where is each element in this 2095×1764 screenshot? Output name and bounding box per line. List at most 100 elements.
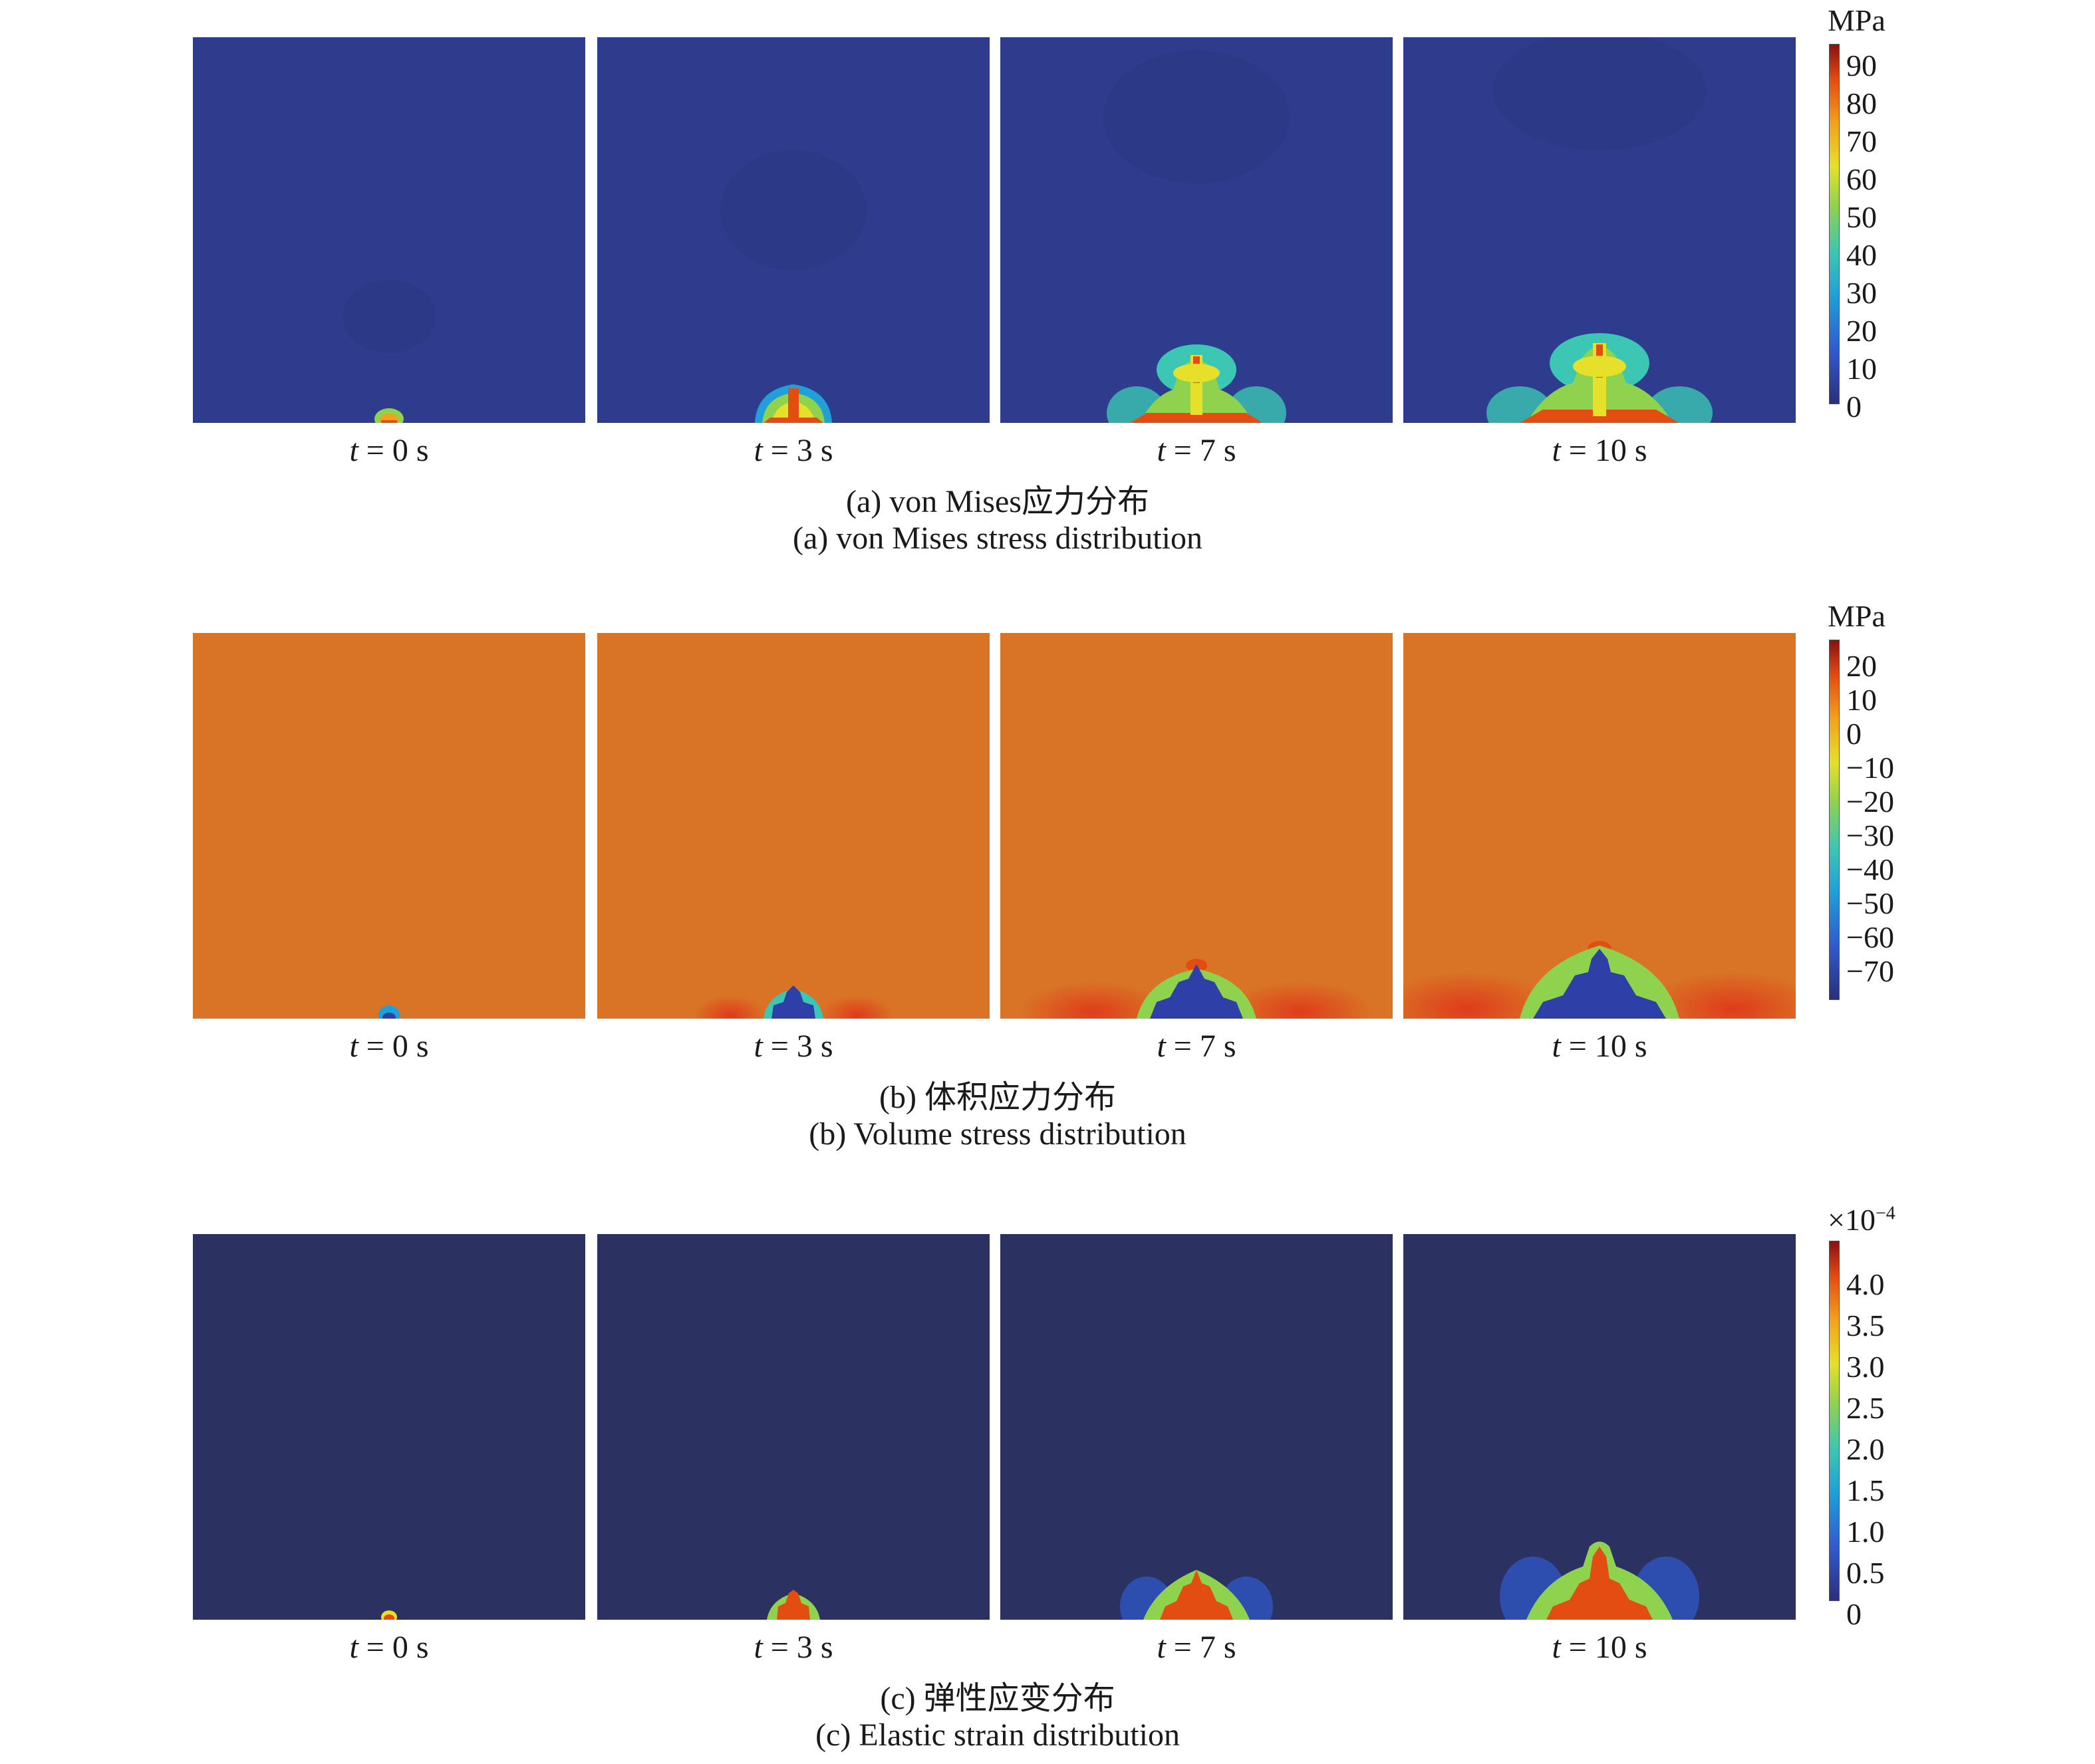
volume-stress-field-b-t10	[1403, 633, 1796, 1019]
colorbar-a-tick: 50	[1846, 200, 1877, 234]
time-symbol: t	[1157, 1029, 1166, 1064]
colorbar-b-tick: 10	[1846, 683, 1877, 717]
colorbar-a-unit: MPa	[1828, 3, 1886, 37]
colorbar-b-tick: 0	[1846, 717, 1862, 751]
time-label-c-t7: t = 7 s	[1157, 1630, 1236, 1665]
time-value: 0 s	[392, 1029, 429, 1064]
colorbar-b-tick: −70	[1846, 954, 1894, 988]
colorbar-c-tick: 3.0	[1846, 1350, 1885, 1384]
colorbar-b-tick: −30	[1846, 819, 1894, 852]
time-value: 0 s	[392, 1630, 429, 1665]
time-value: 3 s	[796, 1029, 833, 1064]
volume-stress-field-b-t0	[193, 633, 585, 1019]
panel-a-t0	[193, 37, 585, 423]
time-symbol: t	[349, 433, 358, 468]
panel-b-t7	[1000, 633, 1393, 1019]
time-value: 7 s	[1199, 1029, 1236, 1064]
caption-a-en: (a) von Mises stress distribution	[793, 521, 1202, 556]
colorbar-a-tick: 20	[1846, 314, 1877, 348]
panel-c-t7	[1000, 1234, 1393, 1620]
colorbar-c-tick: 3.5	[1846, 1309, 1885, 1342]
time-label-c-t3: t = 3 s	[754, 1630, 833, 1665]
colorbar-c-unit-exponent: −4	[1875, 1203, 1895, 1224]
colorbar-c-tick: 0.5	[1846, 1556, 1885, 1590]
time-label-b-t0: t = 0 s	[349, 1029, 429, 1064]
time-label-b-t7: t = 7 s	[1157, 1029, 1236, 1064]
colorbar-a-tick: 10	[1846, 352, 1877, 386]
time-value: 0 s	[392, 433, 429, 468]
time-value: 7 s	[1199, 1630, 1236, 1665]
panel-b-t0	[193, 633, 585, 1019]
stress-field-a-t10	[1403, 37, 1796, 423]
colorbar-c-tick: 2.0	[1846, 1432, 1885, 1466]
colorbar-b-tick: −40	[1846, 852, 1894, 886]
strain-field-c-t0	[193, 1234, 585, 1620]
time-symbol: t	[1157, 1630, 1166, 1665]
time-symbol: t	[349, 1029, 358, 1064]
colorbar-c-tick: 1.5	[1846, 1473, 1885, 1507]
time-label-a-t0: t = 0 s	[349, 433, 429, 468]
caption-b-cn: (b) 体积应力分布	[879, 1080, 1116, 1115]
colorbar-b-tick: −10	[1846, 751, 1894, 785]
caption-c-cn: (c) 弹性应变分布	[880, 1681, 1115, 1716]
strain-field-c-t7	[1000, 1234, 1393, 1620]
time-label-a-t7: t = 7 s	[1157, 433, 1236, 468]
panel-a-t7	[1000, 37, 1393, 423]
time-value: 10 s	[1594, 1029, 1647, 1064]
colorbar-a-tick: 0	[1846, 390, 1862, 424]
time-symbol: t	[349, 1630, 358, 1665]
panel-a-t10	[1403, 37, 1796, 423]
time-symbol: t	[1157, 433, 1166, 468]
time-symbol: t	[754, 1029, 763, 1064]
colorbar-b	[1829, 640, 1840, 1000]
panel-c-t0	[193, 1234, 585, 1620]
colorbar-a-tick: 60	[1846, 162, 1877, 196]
colorbar-c-tick: 4.0	[1846, 1267, 1885, 1301]
colorbar-c-unit: ×10−4	[1828, 1202, 1895, 1237]
colorbar-c-tick: 2.5	[1846, 1391, 1885, 1425]
strain-field-c-t10	[1403, 1234, 1796, 1620]
colorbar-c-tick: 1.0	[1846, 1515, 1885, 1549]
time-symbol: t	[1552, 1630, 1561, 1665]
time-label-c-t10: t = 10 s	[1552, 1630, 1647, 1665]
volume-stress-field-b-t7	[1000, 633, 1393, 1019]
time-label-c-t0: t = 0 s	[349, 1630, 429, 1665]
colorbar-a-tick: 40	[1846, 238, 1877, 272]
time-label-a-t3: t = 3 s	[754, 433, 833, 468]
time-value: 7 s	[1199, 433, 1236, 468]
caption-a-cn: (a) von Mises应力分布	[846, 484, 1149, 519]
colorbar-a-tick: 90	[1846, 49, 1877, 82]
strain-field-c-t3	[597, 1234, 990, 1620]
colorbar-a	[1829, 44, 1840, 404]
time-value: 3 s	[796, 433, 833, 468]
caption-c-en: (c) Elastic strain distribution	[815, 1717, 1180, 1753]
colorbar-a-tick: 70	[1846, 124, 1877, 158]
panel-c-t10	[1403, 1234, 1796, 1620]
colorbar-c-tick: 0	[1846, 1597, 1862, 1631]
colorbar-b-unit: MPa	[1828, 599, 1886, 633]
time-value: 10 s	[1594, 433, 1647, 468]
colorbar-a-tick: 30	[1846, 276, 1877, 310]
time-label-b-t3: t = 3 s	[754, 1029, 833, 1064]
time-symbol: t	[754, 433, 763, 468]
colorbar-b-tick: −60	[1846, 920, 1894, 954]
colorbar-b-tick: −20	[1846, 785, 1894, 819]
time-label-b-t10: t = 10 s	[1552, 1029, 1647, 1064]
volume-stress-field-b-t3	[597, 633, 990, 1019]
colorbar-c-unit-base: ×10	[1828, 1203, 1876, 1237]
stress-field-a-t0	[193, 37, 585, 423]
panel-b-t3	[597, 633, 990, 1019]
colorbar-c	[1829, 1241, 1840, 1601]
stress-field-a-t7	[1000, 37, 1393, 423]
stress-field-a-t3	[597, 37, 990, 423]
colorbar-b-tick: −50	[1846, 886, 1894, 920]
colorbar-a-tick: 80	[1846, 86, 1877, 120]
time-label-a-t10: t = 10 s	[1552, 433, 1647, 468]
panel-a-t3	[597, 37, 990, 423]
caption-b-en: (b) Volume stress distribution	[809, 1116, 1187, 1152]
time-symbol: t	[1552, 433, 1561, 468]
time-value: 3 s	[796, 1630, 833, 1665]
time-symbol: t	[1552, 1029, 1561, 1064]
colorbar-b-tick: 20	[1846, 649, 1877, 683]
time-value: 10 s	[1594, 1630, 1647, 1665]
